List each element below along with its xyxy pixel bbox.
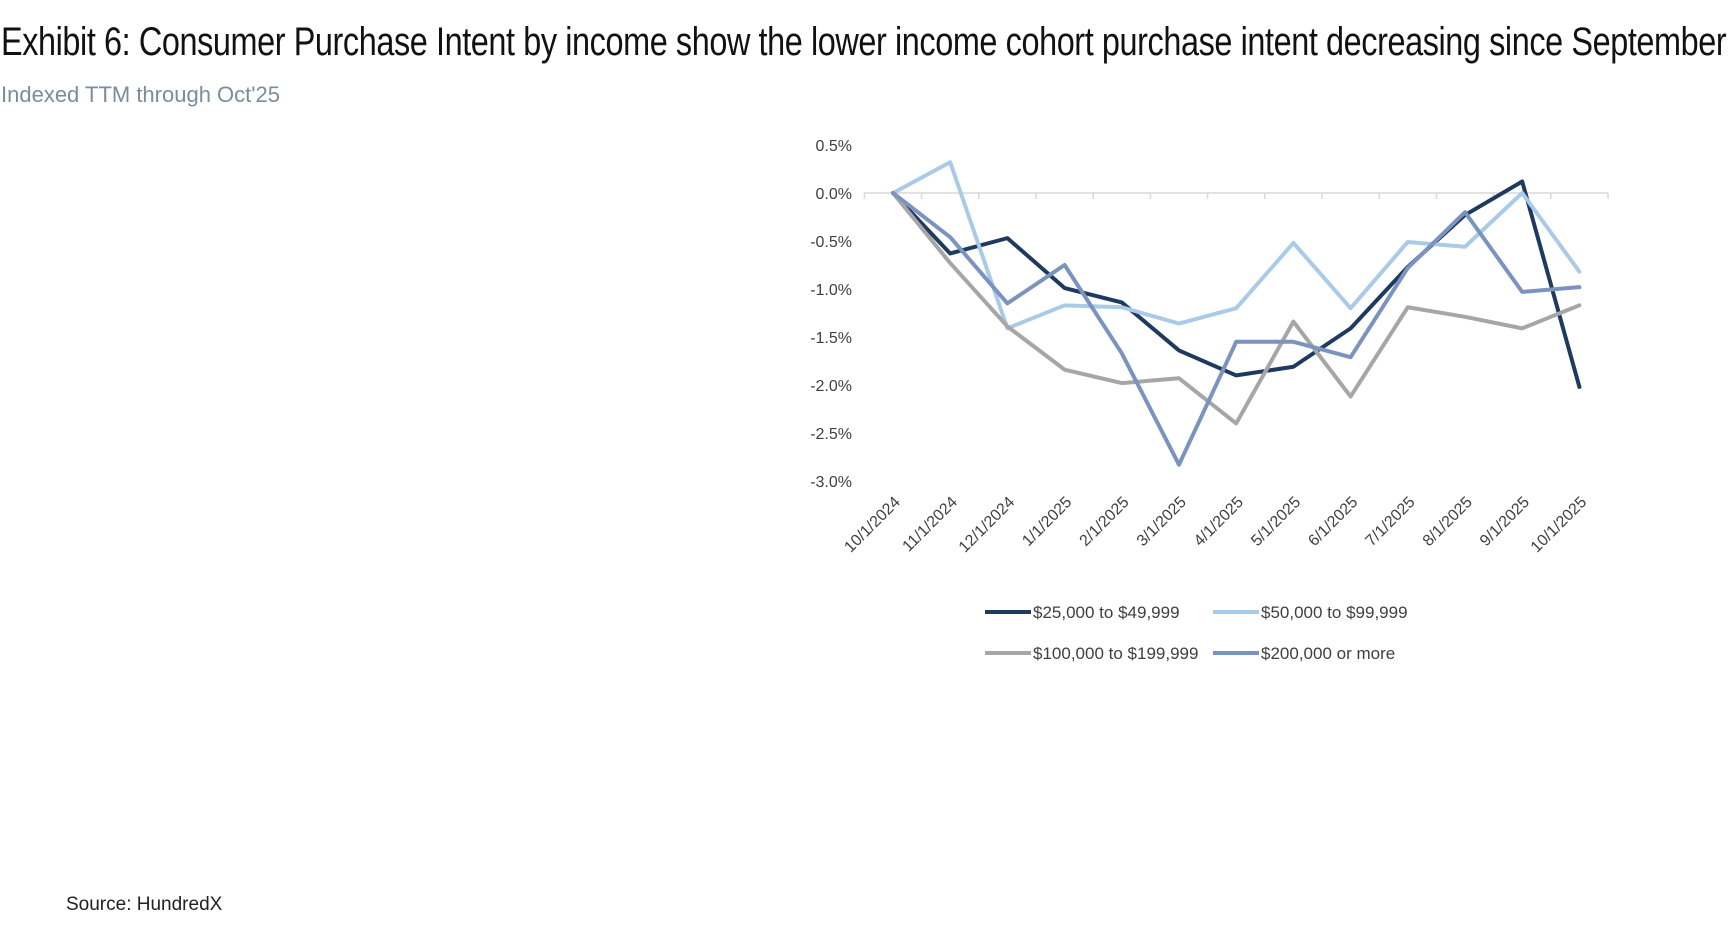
y-tick-label: 0.5% — [816, 138, 852, 155]
legend-item: $50,000 to $99,999 — [1213, 603, 1408, 622]
y-tick-label: -1.5% — [810, 330, 852, 347]
legend-item: $200,000 or more — [1213, 644, 1395, 663]
y-tick-label: -3.0% — [810, 474, 852, 491]
legend-label: $25,000 to $49,999 — [1033, 603, 1180, 622]
y-tick-label: 0.0% — [816, 186, 852, 203]
y-tick-label: -2.5% — [810, 426, 852, 443]
legend-item: $25,000 to $49,999 — [985, 603, 1180, 622]
x-tick-label: 6/1/2025 — [1305, 494, 1361, 550]
x-tick-label: 4/1/2025 — [1191, 494, 1247, 550]
chart-title: Exhibit 6: Consumer Purchase Intent by i… — [1, 20, 1727, 64]
x-tick-label: 7/1/2025 — [1363, 494, 1419, 550]
x-tick-label: 9/1/2025 — [1477, 494, 1533, 550]
x-tick-label: 11/1/2024 — [900, 494, 962, 556]
source-note: Source: HundredX — [66, 894, 223, 915]
chart-subtitle: Indexed TTM through Oct'25 — [1, 82, 280, 107]
x-tick-label: 1/1/2025 — [1019, 494, 1075, 550]
y-tick-label: -0.5% — [810, 234, 852, 251]
x-tick-label: 5/1/2025 — [1248, 494, 1304, 550]
x-tick-label: 10/1/2025 — [1528, 494, 1590, 556]
x-tick-label: 8/1/2025 — [1420, 494, 1476, 550]
x-tick-label: 3/1/2025 — [1134, 494, 1190, 550]
line-chart: 0.5% 0.0% -0.5% -1.0% -1.5% -2.0% -2.5% -3.0% 10… — [810, 138, 1609, 663]
legend-label: $50,000 to $99,999 — [1261, 603, 1408, 622]
y-tick-label: -1.0% — [810, 282, 852, 299]
x-tick-label: 10/1/2024 — [841, 494, 903, 556]
x-tick-label: 12/1/2024 — [956, 494, 1018, 556]
series-line-1 — [891, 179, 1582, 389]
legend-label: $200,000 or more — [1261, 644, 1395, 663]
x-tick-label: 2/1/2025 — [1077, 494, 1133, 550]
legend-label: $100,000 to $199,999 — [1033, 644, 1198, 663]
y-tick-label: -2.0% — [810, 378, 852, 395]
legend-item: $100,000 to $199,999 — [985, 644, 1198, 663]
series-line-2 — [891, 160, 1582, 331]
